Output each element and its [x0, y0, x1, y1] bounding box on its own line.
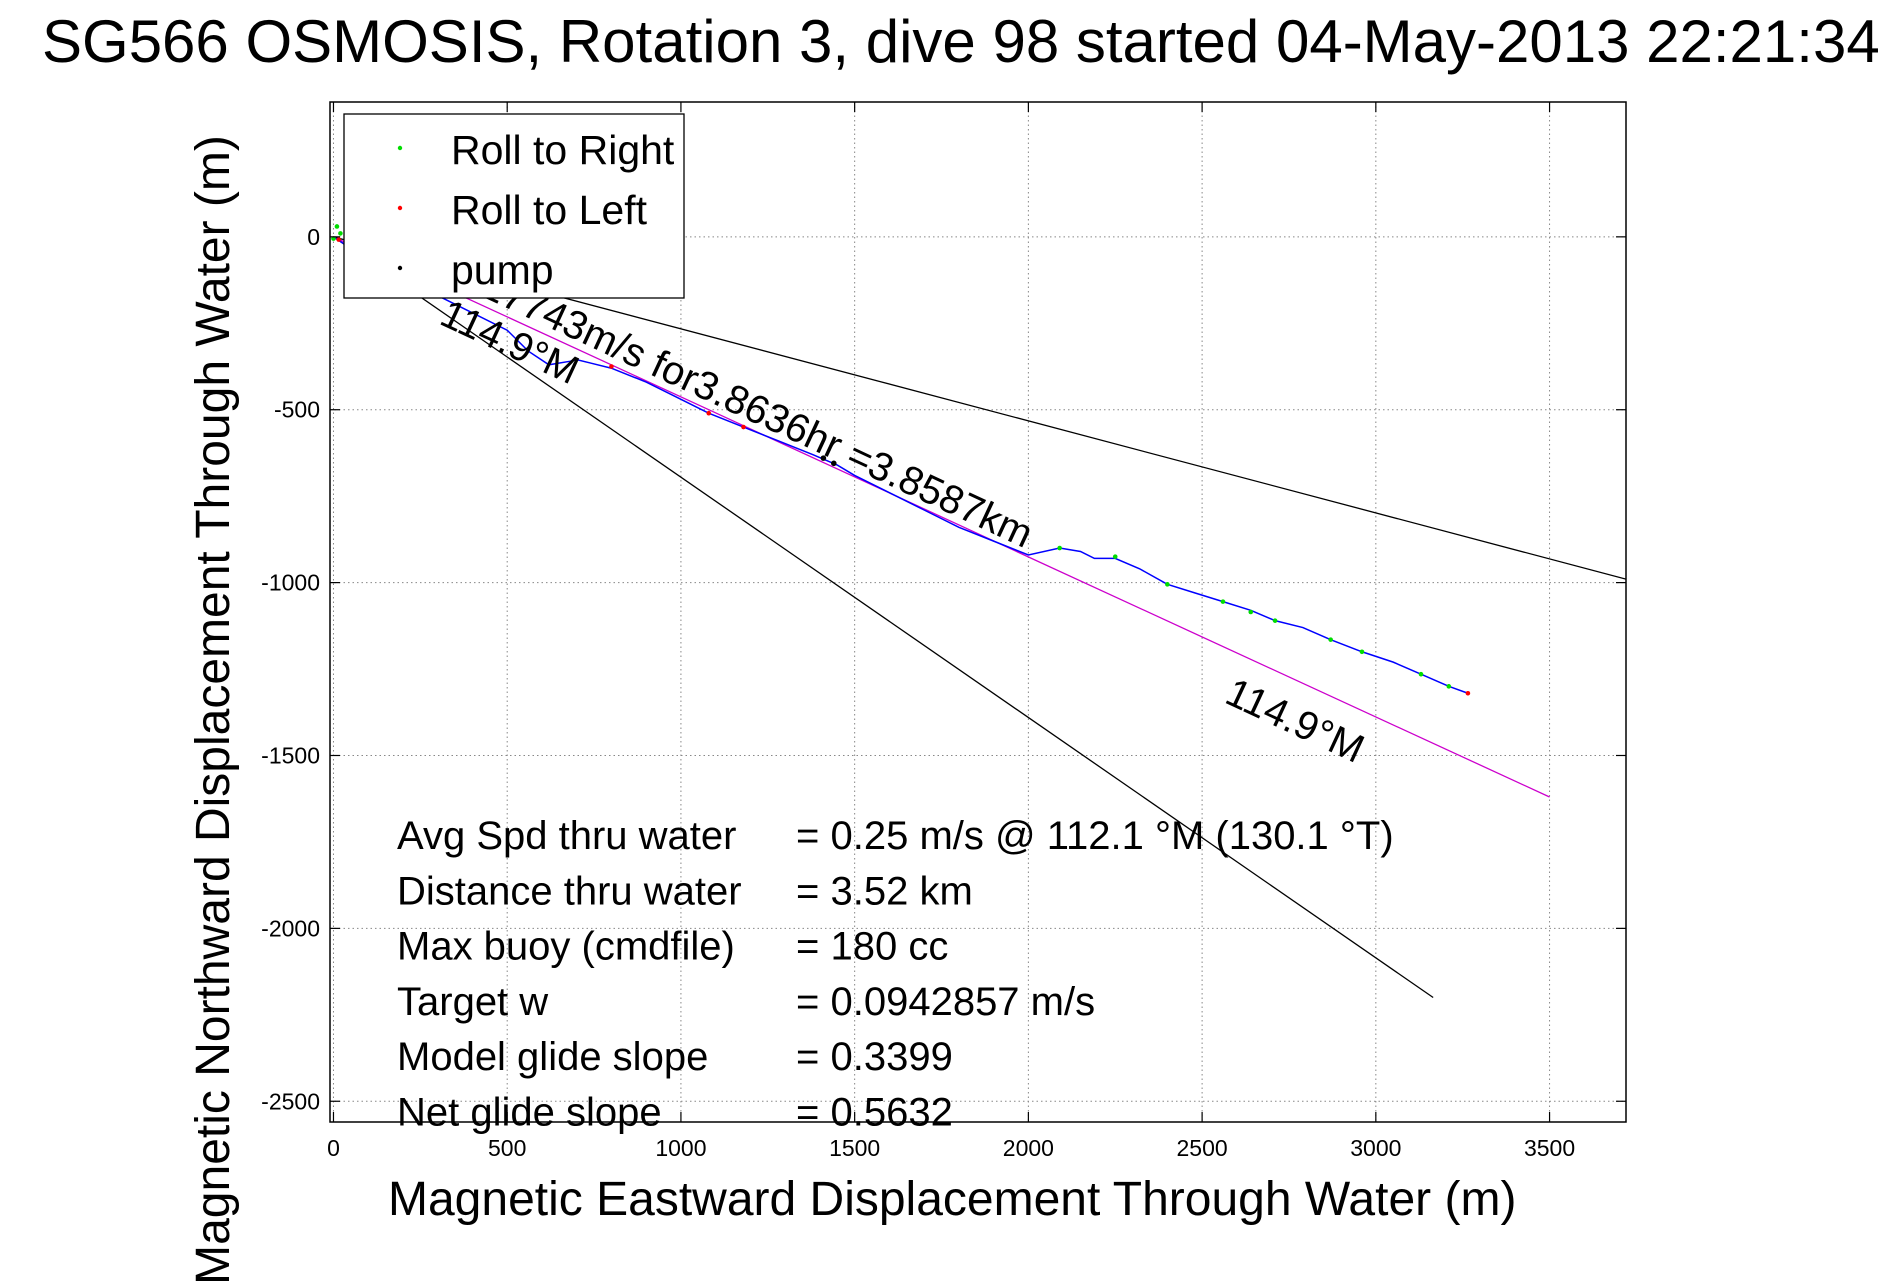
- data-point: [1328, 637, 1333, 642]
- legend-marker: [397, 205, 403, 211]
- heading-line-predicted: [333, 236, 1550, 798]
- data-point: [338, 231, 343, 236]
- data-point: [1220, 599, 1226, 604]
- legend-marker: [397, 145, 403, 151]
- y-tick-label: -1500: [261, 742, 320, 768]
- legend-label: Roll to Left: [451, 187, 648, 233]
- data-point: [831, 460, 837, 467]
- x-tick-label: 2500: [1177, 1135, 1228, 1161]
- data-point: [1248, 609, 1254, 615]
- data-point: [1446, 684, 1452, 689]
- y-tick-label: -2000: [261, 915, 320, 941]
- stat-value: = 3.52 km: [796, 869, 973, 913]
- x-tick-label: 1500: [829, 1135, 880, 1161]
- chart-title: SG566 OSMOSIS, Rotation 3, dive 98 start…: [42, 8, 1880, 75]
- x-tick-label: 0: [327, 1135, 340, 1161]
- data-point: [1465, 690, 1471, 696]
- y-tick-label: 0: [307, 224, 320, 250]
- x-tick-label: 3500: [1524, 1135, 1575, 1161]
- heading-line-bound_lower: [333, 236, 1434, 999]
- stats-block: Avg Spd thru water = 0.25 m/s @ 112.1 °M …: [397, 814, 1394, 1135]
- data-point: [1165, 582, 1170, 587]
- axis-ticks: 0 500 1000 1500 2000 2500 3000 3500 0 -500 -1000 -1…: [261, 102, 1626, 1161]
- stat-value: = 0.5632: [796, 1091, 953, 1135]
- x-axis-label: Magnetic Eastward Displacement Through W…: [388, 1173, 1517, 1226]
- data-point: [336, 237, 341, 242]
- data-point: [334, 224, 340, 229]
- glider-track-line: [333, 236, 1469, 694]
- data-point: [820, 455, 827, 461]
- data-point: [1359, 649, 1365, 655]
- stat-label: Net glide slope: [397, 1091, 662, 1135]
- data-point: [1112, 554, 1118, 559]
- stat-label: Avg Spd thru water: [397, 814, 736, 858]
- legend-label: pump: [451, 247, 554, 293]
- stat-label: Distance thru water: [397, 869, 742, 913]
- x-tick-label: 2000: [1003, 1135, 1054, 1161]
- x-tick-label: 500: [488, 1135, 526, 1161]
- data-point: [609, 364, 614, 369]
- data-point: [1272, 618, 1278, 623]
- data-point: [741, 424, 746, 430]
- legend-label: Roll to Right: [451, 127, 675, 173]
- stat-value: = 0.0942857 m/s: [796, 980, 1095, 1024]
- x-tick-label: 1000: [655, 1135, 706, 1161]
- grid: [330, 102, 1626, 1122]
- data-point: [706, 410, 712, 416]
- stat-value: = 0.3399: [796, 1035, 953, 1079]
- stat-label: Model glide slope: [397, 1035, 708, 1079]
- legend-marker: [397, 265, 403, 271]
- data-point: [1057, 545, 1062, 551]
- legend: Roll to Right Roll to Left pump: [343, 113, 685, 299]
- data-point: [1418, 671, 1424, 677]
- y-tick-label: -2500: [261, 1088, 320, 1114]
- stat-label: Max buoy (cmdfile): [397, 925, 735, 969]
- y-tick-label: -1000: [261, 570, 320, 596]
- x-tick-label: 3000: [1350, 1135, 1401, 1161]
- stat-value: = 180 cc: [796, 925, 948, 969]
- stat-value: = 0.25 m/s @ 112.1 °M (130.1 °T): [796, 814, 1394, 858]
- plot-frame: [329, 101, 1627, 1123]
- y-tick-label: -500: [274, 397, 320, 423]
- stat-label: Target w: [397, 980, 548, 1024]
